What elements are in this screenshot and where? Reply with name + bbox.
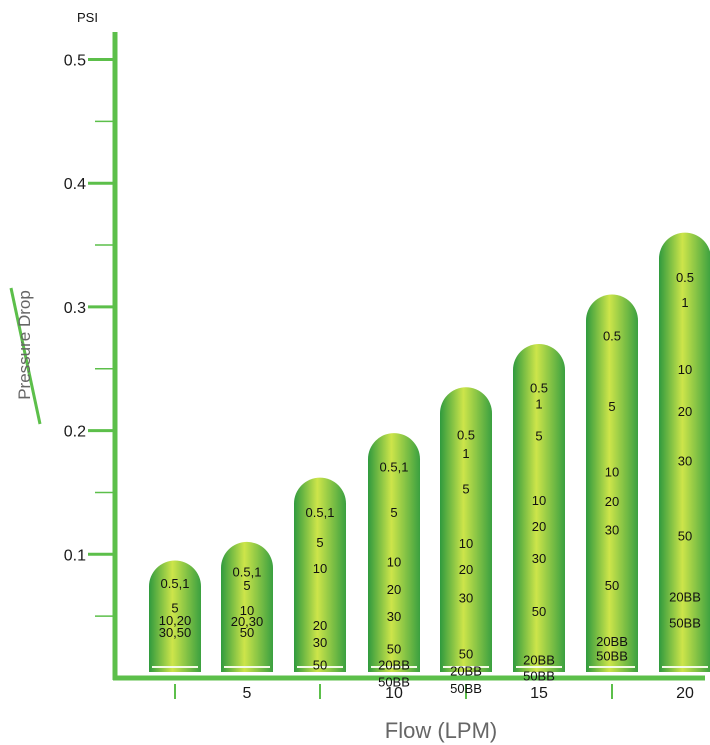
bar-label: 5 <box>316 535 323 550</box>
bar-label: 10 <box>678 362 692 377</box>
bar-label: 10,20 <box>159 613 192 628</box>
bar-8 <box>659 232 710 672</box>
bar-label: 20 <box>678 404 692 419</box>
bar-label: 30,50 <box>159 625 192 640</box>
bar-label: 5 <box>462 482 469 497</box>
bar-label: 0.5,1 <box>233 565 262 580</box>
bar-label: 0.5 <box>603 328 621 343</box>
bar-label: 50 <box>678 529 692 544</box>
x-tick-label: 10 <box>385 685 403 702</box>
x-tick-label: 15 <box>530 685 548 702</box>
bar-label: 5 <box>171 600 178 615</box>
y-tick-label: 0.1 <box>64 547 86 564</box>
y-tick-label: 0.5 <box>64 53 86 70</box>
bar-label: 5 <box>535 429 542 444</box>
y-tick-label: 0.2 <box>64 424 86 441</box>
bar-label: 30 <box>313 635 327 650</box>
bar-6 <box>513 344 565 672</box>
bar-label: 20 <box>387 582 401 597</box>
y-unit-label: PSI <box>77 10 98 25</box>
bar-3 <box>294 477 346 672</box>
bar-label: 1 <box>535 396 542 411</box>
bar-label: 50BB <box>378 675 410 690</box>
bar-label: 50BB <box>450 681 482 696</box>
bar-label: 30 <box>605 523 619 538</box>
bar-label: 20 <box>532 519 546 534</box>
bar-label: 20 <box>313 618 327 633</box>
bar-label: 50 <box>387 641 401 656</box>
bar-label: 1 <box>681 295 688 310</box>
bar-label: 1 <box>462 446 469 461</box>
bar-label: 20 <box>459 562 473 577</box>
bar-label: 10 <box>605 464 619 479</box>
bar-label: 30 <box>532 551 546 566</box>
bar-label: 20BB <box>378 657 410 672</box>
x-tick-label: 5 <box>243 685 252 702</box>
bar-label: 0.5,1 <box>161 576 190 591</box>
y-title-slash <box>9 287 42 425</box>
bar-5 <box>440 387 492 672</box>
bar-label: 20BB <box>596 634 628 649</box>
bar-label: 0.5 <box>676 270 694 285</box>
y-tick-label: 0.3 <box>64 300 86 317</box>
bar-label: 10 <box>459 536 473 551</box>
bar-4 <box>368 433 420 672</box>
bar-label: 50 <box>459 646 473 661</box>
bar-label: 0.5,1 <box>306 505 335 520</box>
bar-label: 50 <box>240 625 254 640</box>
bar-label: 30 <box>678 453 692 468</box>
bar-label: 0.5,1 <box>380 459 409 474</box>
bar-label: 10 <box>313 561 327 576</box>
bar-label: 50 <box>313 657 327 672</box>
x-axis-title: Flow (LPM) <box>385 718 497 743</box>
bar-label: 10 <box>240 603 254 618</box>
y-tick-label: 0.4 <box>64 176 86 193</box>
bar-label: 0.5 <box>530 380 548 395</box>
bar-label: 50BB <box>596 649 628 664</box>
bar-2 <box>221 541 273 672</box>
bar-label: 5 <box>243 578 250 593</box>
bar-label: 5 <box>608 399 615 414</box>
bar-label: 20 <box>605 494 619 509</box>
bar-label: 30 <box>459 591 473 606</box>
bar-7 <box>586 294 638 672</box>
bar-label: 10 <box>532 493 546 508</box>
bar-label: 20BB <box>450 664 482 679</box>
bar-label: 50BB <box>669 615 701 630</box>
x-tick-label: 20 <box>676 685 694 702</box>
bar-label: 20,30 <box>231 614 264 629</box>
bar-label: 10 <box>387 555 401 570</box>
bar-label: 20BB <box>669 589 701 604</box>
bar-label: 50 <box>605 578 619 593</box>
y-axis-title: Pressure Drop <box>15 290 34 400</box>
bar-label: 30 <box>387 609 401 624</box>
bar-label: 0.5 <box>457 427 475 442</box>
bar-label: 5 <box>390 505 397 520</box>
bar-label: 50BB <box>523 669 555 684</box>
bar-label: 20BB <box>523 652 555 667</box>
bar-1 <box>149 560 201 672</box>
bar-label: 50 <box>532 604 546 619</box>
